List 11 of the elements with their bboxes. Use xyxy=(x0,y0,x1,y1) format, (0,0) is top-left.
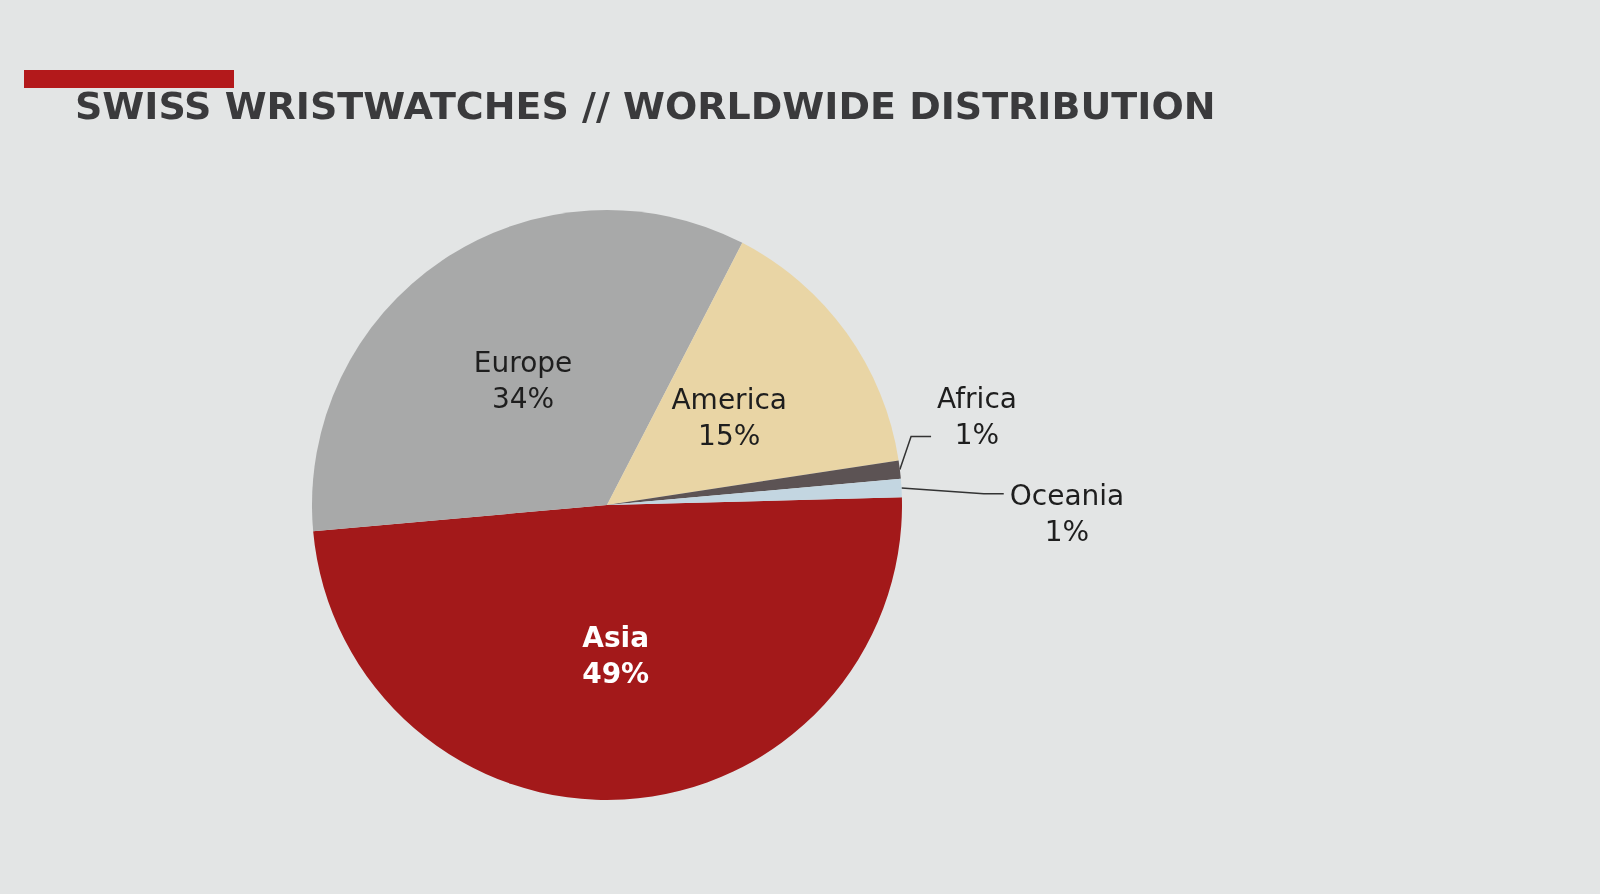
data-label: 1% xyxy=(1044,515,1090,549)
data-label: 1% xyxy=(954,418,1000,451)
slice-label: Asia xyxy=(582,620,650,654)
slice-label: Oceania xyxy=(1009,479,1125,513)
slice-label: Africa xyxy=(937,382,1017,415)
data-label: 34% xyxy=(491,381,555,415)
slice-label: America xyxy=(671,382,787,416)
chart-title: SWISS WRISTWATCHES // WORLDWIDE DISTRIBUTION xyxy=(75,84,1216,128)
data-label: 15% xyxy=(698,418,761,452)
data-label: 49% xyxy=(582,656,650,690)
slice-label: Europe xyxy=(473,345,573,379)
